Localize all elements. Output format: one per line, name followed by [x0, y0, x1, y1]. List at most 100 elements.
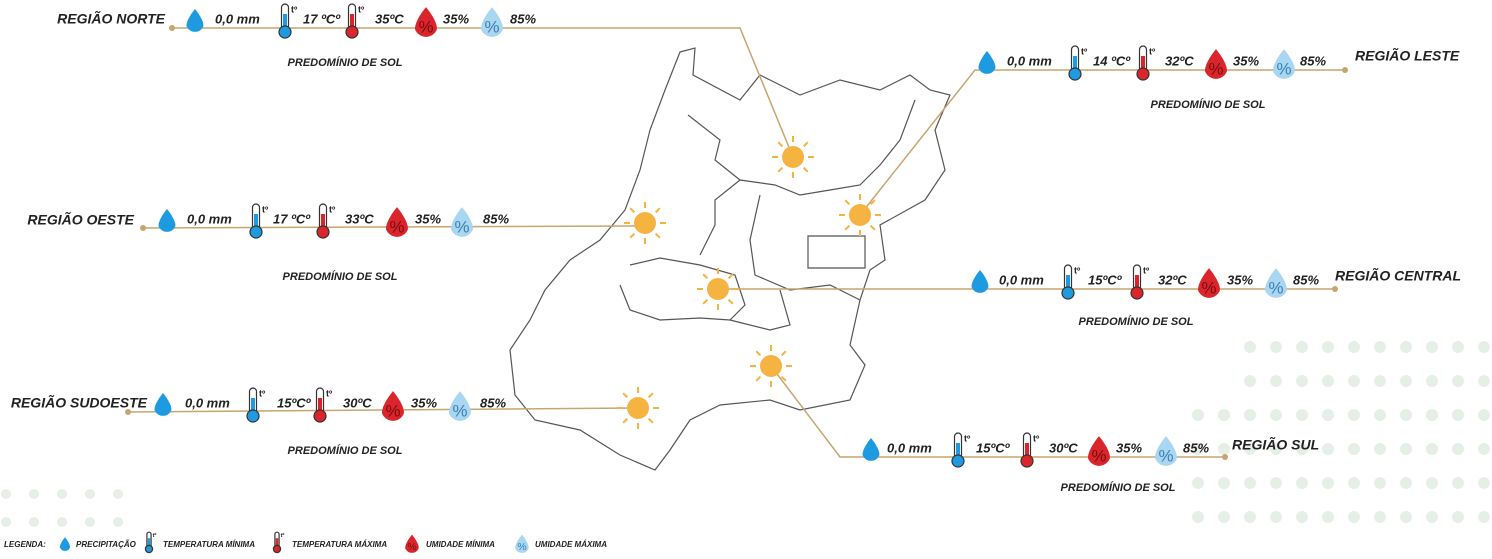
dot: [57, 517, 67, 527]
dot: [1426, 375, 1438, 387]
region-name: REGIÃO SUL: [1232, 436, 1319, 453]
connector-line: [172, 27, 794, 158]
thermometer-label: tº: [964, 433, 971, 443]
dot: [1, 489, 11, 499]
sun-ray: [869, 199, 876, 206]
thermometer-fill: [956, 443, 960, 459]
dot: [1426, 409, 1438, 421]
dot: [29, 489, 39, 499]
dot: [1244, 477, 1256, 489]
dot: [1322, 477, 1334, 489]
dot: [57, 489, 67, 499]
decoration: [1, 341, 1490, 527]
sun-ray: [629, 232, 636, 239]
dot: [1426, 477, 1438, 489]
dot: [1296, 511, 1308, 523]
thermometer-bulb: [249, 225, 263, 239]
percent-symbol: %: [389, 217, 404, 236]
drop-icon: [186, 9, 204, 32]
drop-icon: [481, 7, 503, 37]
dot: [1296, 443, 1308, 455]
dot: [29, 517, 39, 527]
thermometer-bulb: [278, 25, 292, 39]
dot: [1244, 511, 1256, 523]
dot: [1374, 477, 1386, 489]
legend-title: LEGENDA:: [4, 540, 46, 549]
sun-ray: [869, 224, 876, 231]
thermometer-bulb: [1061, 286, 1075, 300]
dot: [1374, 443, 1386, 455]
thermometer-label: tº: [329, 204, 336, 214]
percent-symbol: %: [484, 17, 499, 36]
thermometer-fill: [254, 214, 258, 230]
dot: [1426, 341, 1438, 353]
legend-item: TEMPERATURA MÁXIMA: [292, 540, 387, 549]
sun-icon: [634, 212, 656, 234]
precipitation: 0,0 mm: [185, 395, 230, 410]
dot: [1192, 443, 1204, 455]
drop-icon: [1265, 268, 1287, 298]
dot: [1, 517, 11, 527]
temp-max: 32ºC: [1165, 53, 1194, 68]
region-name: REGIÃO NORTE: [57, 10, 166, 27]
sun-ray: [844, 199, 851, 206]
dot: [113, 489, 123, 499]
thermometer-fill: [283, 14, 287, 30]
dot: [1296, 375, 1308, 387]
percent-symbol: %: [1208, 59, 1223, 78]
dot: [1452, 443, 1464, 455]
sun-ray: [622, 417, 629, 424]
drop-icon: [405, 534, 419, 553]
thermometer-bulb: [1020, 454, 1034, 468]
percent-symbol: %: [517, 542, 526, 553]
dot: [1348, 477, 1360, 489]
thermometer-bulb: [246, 409, 260, 423]
thermometer-fill: [275, 538, 279, 548]
dot: [1374, 341, 1386, 353]
legend-item: PRECIPITAÇÃO: [76, 540, 137, 549]
humidity-min: 35%: [415, 211, 441, 226]
dot: [1400, 477, 1412, 489]
thermometer-fill: [1066, 275, 1070, 291]
legend: LEGENDA: PRECIPITAÇÃO tº TEMPERATURA MÍNIMA…: [4, 531, 607, 554]
thermometer-bulb: [313, 409, 327, 423]
sun-ray: [727, 298, 734, 305]
dot: [1452, 341, 1464, 353]
dot: [1374, 511, 1386, 523]
sun-ray: [802, 141, 809, 148]
sun-ray: [629, 207, 636, 214]
sun-ray: [844, 224, 851, 231]
dot: [1244, 409, 1256, 421]
dot: [1374, 409, 1386, 421]
condition: PREDOMÍNIO DE SOL: [1151, 98, 1266, 111]
drop-icon: [386, 207, 408, 237]
thermometer-bulb: [1130, 286, 1144, 300]
regions: REGIÃO NORTE 0,0 mm tº 17 ºCº tº 35ºC% 35%% 85%…: [11, 3, 1461, 494]
drop-icon: [1088, 436, 1110, 466]
sun-ray: [777, 141, 784, 148]
dot: [1452, 375, 1464, 387]
dot: [1270, 511, 1282, 523]
region-name: REGIÃO OESTE: [27, 211, 134, 228]
sun-icon: [782, 146, 804, 168]
region-name: REGIÃO SUDOESTE: [11, 394, 148, 411]
legend-item: UMIDADE MÁXIMA: [535, 540, 607, 549]
thermometer-label: tº: [1143, 265, 1150, 275]
dot: [1270, 443, 1282, 455]
drop-icon: [1155, 436, 1177, 466]
temp-max: 33ºC: [345, 211, 374, 226]
humidity-min: 35%: [1227, 272, 1253, 287]
thermometer-label: tº: [358, 4, 365, 14]
thermometer-fill: [1025, 443, 1029, 459]
dot: [1322, 443, 1334, 455]
dot: [1348, 375, 1360, 387]
humidity-max: 85%: [483, 211, 509, 226]
connector-dot: [1342, 67, 1348, 73]
temp-max: 30ºC: [1049, 440, 1078, 455]
thermometer-fill: [1135, 275, 1139, 291]
humidity-min: 35%: [411, 395, 437, 410]
connector-dot: [140, 225, 146, 231]
dot: [1452, 477, 1464, 489]
dot: [1478, 511, 1490, 523]
